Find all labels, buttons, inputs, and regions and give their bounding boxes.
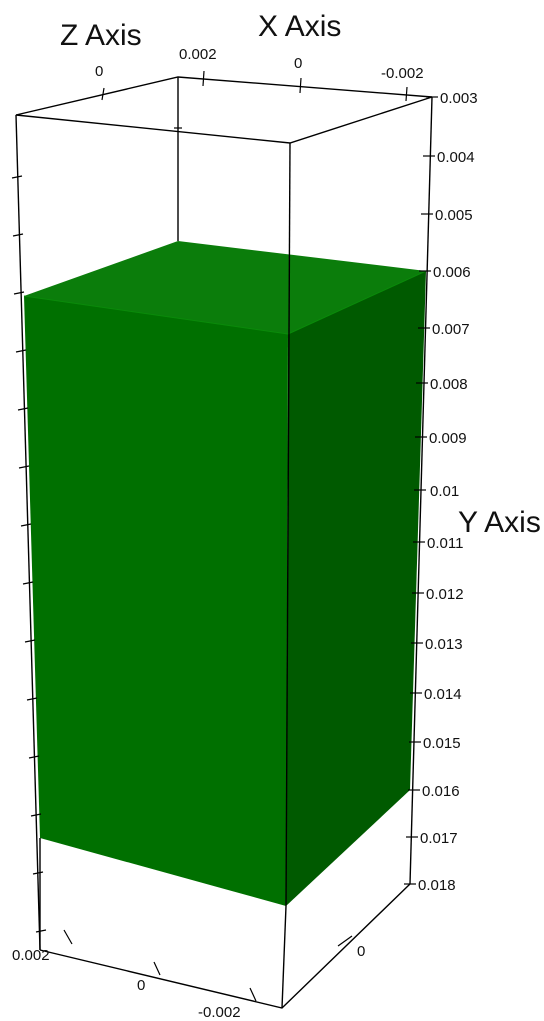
- y-tick-label: 0.006: [433, 264, 471, 281]
- y-tick-label: 0.005: [435, 207, 473, 224]
- y-tick-label: 0.012: [426, 586, 464, 603]
- x-tick-label-top-0: 0.002: [179, 46, 217, 63]
- tick-marks: [11, 70, 438, 1002]
- y-tick-label: 0.003: [440, 90, 478, 107]
- solid-top-front-edge: [23, 295, 289, 335]
- x-tick-label-bottom-0: 0: [357, 943, 365, 960]
- y-tick-label: 0.008: [430, 376, 468, 393]
- solid-front-face: [24, 296, 288, 906]
- y-tick-label: 0.018: [418, 877, 456, 894]
- y-tick-label: 0.004: [437, 149, 475, 166]
- x-tick-label-top-2: -0.002: [381, 65, 424, 82]
- bounding-box-frame: [15, 76, 433, 1009]
- z-tick-label-top-0: 0: [95, 63, 103, 80]
- y-tick-label: 0.01: [430, 483, 459, 500]
- y-tick-label: 0.015: [423, 735, 461, 752]
- z-tick-label-bottom-1: 0: [137, 977, 145, 994]
- y-tick-label: 0.017: [420, 830, 458, 847]
- y-axis-title: Y Axis: [458, 506, 541, 539]
- y-tick-label: 0.007: [432, 321, 470, 338]
- z-tick-label-bottom-0: 0.002: [12, 947, 50, 964]
- solid-top-right-edge: [287, 270, 427, 335]
- z-tick-label-bottom-2: -0.002: [198, 1004, 241, 1021]
- green-solid-block: [23, 241, 427, 906]
- solid-top-face: [24, 241, 426, 334]
- x-axis-title: X Axis: [258, 10, 341, 43]
- y-tick-label: 0.009: [429, 430, 467, 447]
- z-axis-title: Z Axis: [60, 19, 142, 52]
- solid-right-face: [286, 271, 426, 906]
- x-tick-label-top-1: 0: [294, 55, 302, 72]
- y-tick-label: 0.011: [427, 535, 463, 552]
- y-tick-label: 0.016: [422, 783, 460, 800]
- y-tick-label: 0.014: [424, 686, 462, 703]
- y-tick-label: 0.013: [425, 636, 463, 653]
